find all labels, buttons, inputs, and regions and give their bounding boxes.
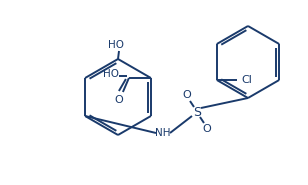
- Text: O: O: [183, 90, 191, 100]
- Text: S: S: [193, 105, 201, 119]
- Text: NH: NH: [155, 128, 171, 138]
- Text: HO: HO: [103, 69, 119, 79]
- Text: O: O: [203, 124, 211, 134]
- Text: Cl: Cl: [242, 75, 253, 85]
- Text: HO: HO: [108, 40, 124, 50]
- Text: O: O: [115, 95, 123, 105]
